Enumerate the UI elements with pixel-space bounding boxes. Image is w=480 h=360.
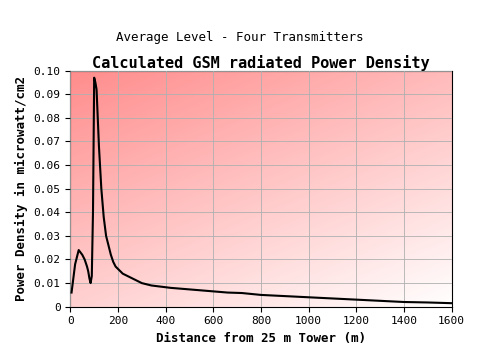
Y-axis label: Power Density in microwatt/cm2: Power Density in microwatt/cm2 xyxy=(15,76,28,301)
Title: Calculated GSM radiated Power Density: Calculated GSM radiated Power Density xyxy=(92,55,430,71)
Text: Average Level - Four Transmitters: Average Level - Four Transmitters xyxy=(116,31,364,44)
X-axis label: Distance from 25 m Tower (m): Distance from 25 m Tower (m) xyxy=(156,332,366,345)
